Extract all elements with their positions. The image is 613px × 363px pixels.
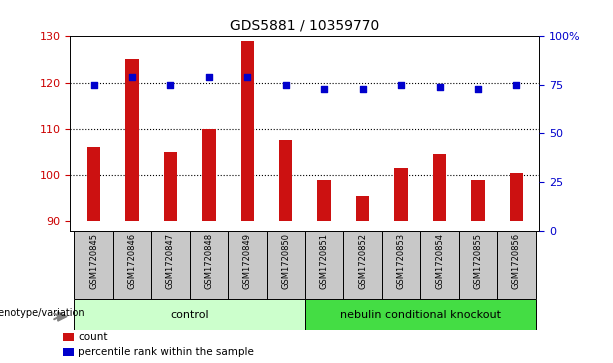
- Text: GSM1720855: GSM1720855: [473, 233, 482, 289]
- Bar: [497, 231, 536, 299]
- Text: GSM1720846: GSM1720846: [128, 233, 137, 289]
- Bar: [74, 299, 305, 330]
- Text: percentile rank within the sample: percentile rank within the sample: [78, 347, 254, 357]
- Text: GSM1720851: GSM1720851: [320, 233, 329, 289]
- Bar: [459, 231, 497, 299]
- Bar: [382, 231, 421, 299]
- Bar: [356, 196, 370, 221]
- Bar: [240, 41, 254, 221]
- Text: GSM1720853: GSM1720853: [397, 233, 406, 289]
- Text: GSM1720852: GSM1720852: [358, 233, 367, 289]
- Bar: [394, 168, 408, 221]
- Polygon shape: [58, 312, 67, 321]
- Text: control: control: [170, 310, 209, 320]
- Bar: [74, 231, 113, 299]
- Bar: [63, 348, 74, 356]
- Bar: [267, 231, 305, 299]
- Point: [358, 86, 368, 91]
- Text: GSM1720856: GSM1720856: [512, 233, 521, 289]
- Bar: [343, 231, 382, 299]
- Bar: [509, 173, 523, 221]
- Bar: [305, 231, 343, 299]
- Point: [242, 74, 252, 80]
- Bar: [318, 180, 331, 221]
- Text: GSM1720854: GSM1720854: [435, 233, 444, 289]
- Bar: [63, 333, 74, 342]
- Text: GSM1720845: GSM1720845: [89, 233, 98, 289]
- Point: [166, 82, 175, 88]
- Point: [435, 84, 444, 90]
- Text: GSM1720850: GSM1720850: [281, 233, 290, 289]
- Text: count: count: [78, 332, 108, 342]
- Bar: [125, 60, 139, 221]
- Bar: [202, 129, 216, 221]
- Text: GSM1720849: GSM1720849: [243, 233, 252, 289]
- Bar: [305, 299, 536, 330]
- Point: [204, 74, 214, 80]
- Text: GSM1720847: GSM1720847: [166, 233, 175, 289]
- Point: [473, 86, 483, 91]
- Bar: [471, 180, 485, 221]
- Bar: [421, 231, 459, 299]
- Text: genotype/variation: genotype/variation: [0, 308, 85, 318]
- Text: nebulin conditional knockout: nebulin conditional knockout: [340, 310, 501, 320]
- Point: [396, 82, 406, 88]
- Point: [319, 86, 329, 91]
- Text: GSM1720848: GSM1720848: [204, 233, 213, 289]
- Point: [89, 82, 99, 88]
- Bar: [87, 147, 101, 221]
- Point: [281, 82, 291, 88]
- Bar: [279, 140, 292, 221]
- Bar: [189, 231, 228, 299]
- Bar: [164, 152, 177, 221]
- Point: [127, 74, 137, 80]
- Point: [511, 82, 521, 88]
- Bar: [228, 231, 267, 299]
- Bar: [113, 231, 151, 299]
- Bar: [151, 231, 189, 299]
- Bar: [433, 154, 446, 221]
- Title: GDS5881 / 10359770: GDS5881 / 10359770: [230, 19, 379, 32]
